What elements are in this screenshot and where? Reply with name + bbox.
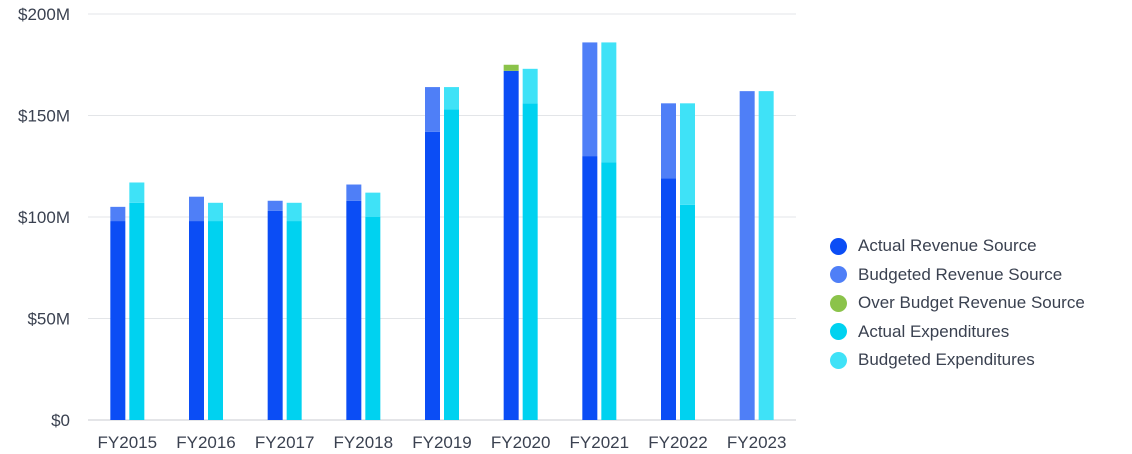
bar-budgeted-expenditures (286, 202, 302, 222)
bar-budgeted-expenditures (758, 91, 774, 420)
bar-budgeted-expenditures (601, 42, 617, 163)
legend-swatch-icon (830, 323, 847, 341)
bar-actual-revenue-source (110, 221, 126, 420)
y-tick-label: $200M (18, 5, 70, 24)
bar-budgeted-revenue-source (739, 91, 755, 420)
bar-budgeted-revenue-source (582, 42, 598, 157)
legend-label: Over Budget Revenue Source (858, 293, 1085, 313)
x-tick-label: FY2023 (727, 433, 787, 452)
bar-actual-revenue-source (661, 178, 676, 420)
bar-actual-expenditures (601, 162, 617, 420)
bar-actual-revenue-source (346, 200, 362, 420)
legend-item[interactable]: Over Budget Revenue Source (830, 289, 1085, 318)
bar-budgeted-expenditures (208, 202, 223, 222)
bar-actual-expenditures (680, 204, 695, 420)
legend-item[interactable]: Actual Expenditures (830, 318, 1085, 347)
grid-lines (88, 13, 796, 421)
bar-actual-expenditures (208, 221, 223, 420)
y-tick-label: $50M (27, 310, 70, 329)
bar-actual-revenue-source (425, 131, 440, 421)
legend-item[interactable]: Budgeted Revenue Source (830, 261, 1085, 290)
bar-actual-expenditures (129, 202, 145, 420)
bar-budgeted-revenue-source (189, 196, 204, 222)
legend-label: Budgeted Revenue Source (858, 264, 1063, 284)
x-tick-label: FY2022 (648, 433, 708, 452)
bar-actual-revenue-source (582, 156, 598, 420)
y-axis-tick-labels: $0 $50M $100M $150M $200M (18, 5, 70, 430)
bar-budgeted-expenditures (365, 192, 381, 217)
bar-actual-revenue-source (267, 210, 283, 420)
bar-budgeted-revenue-source (425, 87, 440, 132)
y-tick-label: $150M (18, 107, 70, 126)
bar-actual-revenue-source (503, 70, 519, 420)
legend-swatch-icon (830, 266, 847, 284)
bar-budgeted-expenditures (444, 87, 459, 110)
bar-actual-expenditures (286, 221, 302, 420)
bar-budgeted-expenditures (129, 182, 145, 203)
bars (110, 42, 774, 421)
y-tick-label: $100M (18, 208, 70, 227)
x-tick-label: FY2015 (98, 433, 158, 452)
bar-budgeted-expenditures (522, 68, 538, 104)
x-axis-tick-labels: FY2015 FY2016 FY2017 FY2018 FY2019 FY2020 FY20… (98, 433, 787, 452)
bar-actual-expenditures (444, 109, 459, 420)
x-tick-label: FY2017 (255, 433, 315, 452)
bar-over-budget-revenue-source (503, 64, 519, 71)
legend-swatch-icon (830, 237, 847, 255)
bar-actual-expenditures (365, 217, 381, 420)
legend-swatch-icon (830, 294, 847, 312)
x-tick-label: FY2020 (491, 433, 551, 452)
bar-budgeted-revenue-source (110, 206, 126, 222)
legend-label: Budgeted Expenditures (858, 350, 1035, 370)
bar-budgeted-revenue-source (661, 103, 676, 179)
legend-label: Actual Expenditures (858, 321, 1010, 341)
y-tick-label: $0 (51, 411, 70, 430)
legend-item[interactable]: Actual Revenue Source (830, 232, 1085, 261)
legend-item[interactable]: Budgeted Expenditures (830, 346, 1085, 375)
bar-budgeted-revenue-source (346, 184, 362, 201)
x-tick-label: FY2021 (570, 433, 630, 452)
chart-legend: Actual Revenue Source Budgeted Revenue So… (830, 232, 1085, 375)
x-tick-label: FY2018 (334, 433, 394, 452)
legend-label: Actual Revenue Source (858, 236, 1037, 256)
bar-budgeted-expenditures (680, 103, 695, 205)
bar-budgeted-revenue-source (267, 200, 283, 211)
bar-actual-expenditures (522, 103, 538, 420)
x-tick-label: FY2016 (176, 433, 236, 452)
legend-swatch-icon (830, 351, 847, 369)
x-tick-label: FY2019 (412, 433, 472, 452)
bar-actual-revenue-source (189, 221, 204, 420)
